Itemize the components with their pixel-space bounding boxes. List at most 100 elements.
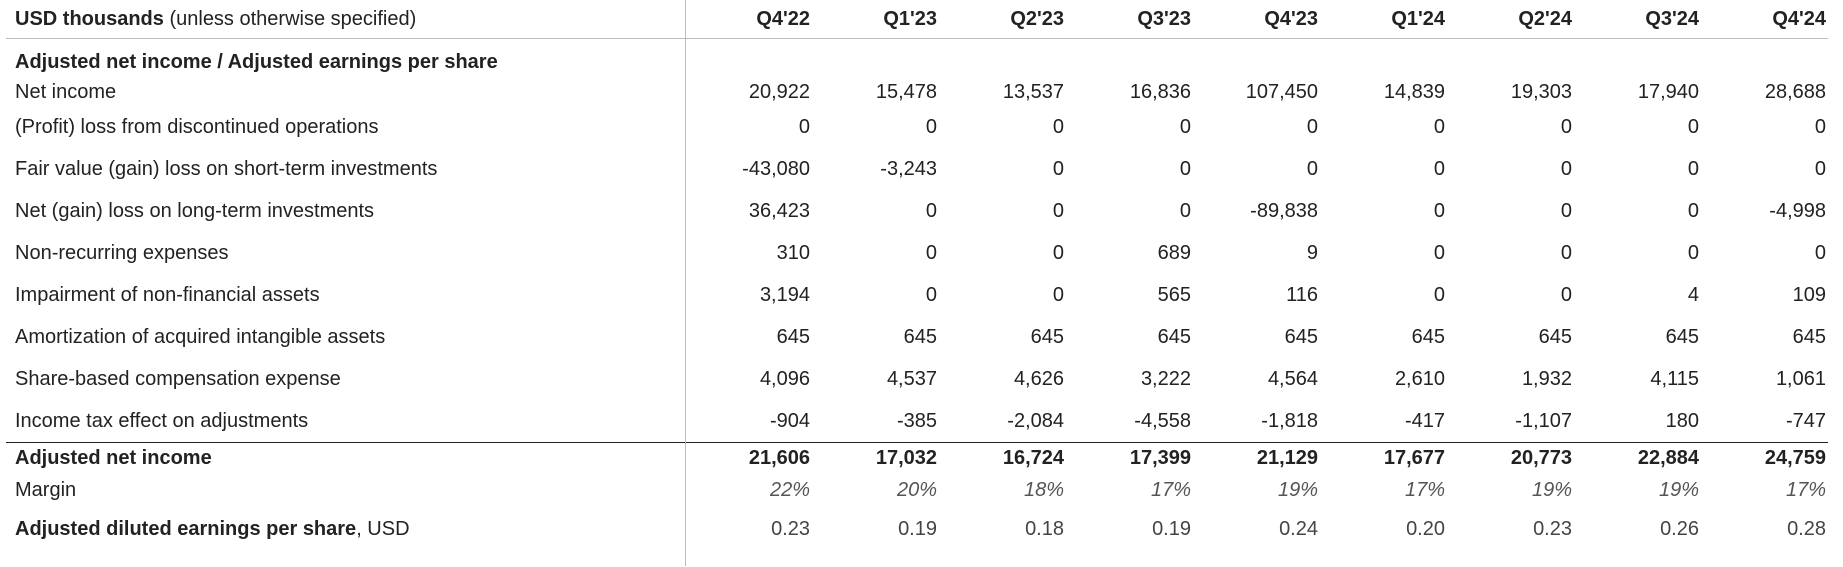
adjusted-net-income-table: USD thousands (unless otherwise specifie… — [6, 0, 1828, 566]
value-cell: 116 — [1286, 283, 1318, 306]
value-cell: 565 — [1157, 283, 1191, 306]
row-label: Income tax effect on adjustments — [6, 400, 686, 443]
section-title-text: Adjusted net income / Adjusted earnings … — [15, 51, 498, 73]
value-cell: 0 — [1814, 115, 1826, 138]
value-cell: 109 — [1792, 283, 1826, 306]
value-cell: 19% — [1531, 478, 1572, 501]
row-label: (Profit) loss from discontinued operatio… — [6, 106, 686, 148]
value-cell: 0 — [925, 115, 937, 138]
value-cell: 4,564 — [1267, 367, 1318, 390]
value-cell: 3,194 — [759, 283, 810, 306]
table-row: Income tax effect on adjustments -904 -385… — [6, 400, 1828, 443]
eps-label: Adjusted diluted earnings per share — [15, 517, 357, 540]
value-cell: 645 — [1284, 325, 1318, 348]
value-cell: 36,423 — [748, 199, 810, 222]
value-cell: 21,606 — [685, 442, 812, 474]
row-label: Amortization of acquired intangible asse… — [6, 316, 686, 358]
value-cell: 17% — [1785, 478, 1826, 501]
value-cell: 0 — [925, 241, 937, 264]
value-cell: 0 — [1179, 199, 1191, 222]
value-cell: 107,450 — [1245, 80, 1318, 103]
table-row: Amortization of acquired intangible asse… — [6, 316, 1828, 358]
value-cell: 19,303 — [1510, 80, 1572, 103]
value-cell: 0 — [1814, 241, 1826, 264]
value-cell: -1,818 — [1261, 409, 1318, 432]
value-cell: -904 — [769, 409, 810, 432]
section-title-row: Adjusted net income / Adjusted earnings … — [6, 38, 1828, 78]
value-cell: 0.23 — [771, 517, 810, 540]
spacer-row — [6, 552, 1828, 566]
value-cell: 24,759 — [1701, 442, 1828, 474]
table-row: Non-recurring expenses 310 0 0 689 9 0 0 0 0 — [6, 232, 1828, 274]
value-cell: 645 — [1792, 325, 1826, 348]
value-cell: -1,107 — [1515, 409, 1572, 432]
value-cell: 17,032 — [812, 442, 939, 474]
table-row: Fair value (gain) loss on short-term inv… — [6, 148, 1828, 190]
value-cell: 14,839 — [1383, 80, 1445, 103]
value-cell: 20% — [896, 478, 937, 501]
row-label: Margin — [6, 474, 686, 506]
value-cell: -747 — [1785, 409, 1826, 432]
value-cell: 645 — [776, 325, 810, 348]
value-cell: 3,222 — [1140, 367, 1191, 390]
margin-row: Margin 22% 20% 18% 17% 19% 17% 19% 19% 17% — [6, 474, 1828, 506]
value-cell: 0 — [1433, 283, 1445, 306]
value-cell: 4,626 — [1013, 367, 1064, 390]
value-cell: 0 — [1687, 199, 1699, 222]
value-cell: 1,061 — [1775, 367, 1826, 390]
value-cell: 0 — [1052, 199, 1064, 222]
value-cell: 0 — [1179, 115, 1191, 138]
value-cell: 0.18 — [1025, 517, 1064, 540]
value-cell: 0 — [1560, 115, 1572, 138]
row-label: Adjusted net income — [6, 442, 686, 474]
value-cell: 645 — [1030, 325, 1064, 348]
value-cell: 0 — [925, 199, 937, 222]
value-cell: 16,836 — [1129, 80, 1191, 103]
value-cell: 310 — [776, 241, 810, 264]
value-cell: 21,129 — [1193, 442, 1320, 474]
value-cell: -385 — [896, 409, 937, 432]
row-label: Non-recurring expenses — [6, 232, 686, 274]
value-cell: -4,998 — [1769, 199, 1826, 222]
unit-label: USD thousands — [15, 7, 164, 30]
value-cell: 0 — [1560, 157, 1572, 180]
value-cell: 17% — [1404, 478, 1445, 501]
value-cell: 0.19 — [1152, 517, 1191, 540]
value-cell: 4,096 — [759, 367, 810, 390]
value-cell: 17,677 — [1320, 442, 1447, 474]
value-cell: 0 — [1814, 157, 1826, 180]
row-label: Share-based compensation expense — [6, 358, 686, 400]
value-cell: 0 — [1560, 241, 1572, 264]
eps-unit: , USD — [356, 517, 410, 540]
value-cell: 13,537 — [1002, 80, 1064, 103]
value-cell: 645 — [903, 325, 937, 348]
quarter-header: Q3'24 — [1574, 0, 1701, 39]
value-cell: 0 — [1179, 157, 1191, 180]
value-cell: 0.24 — [1279, 517, 1318, 540]
unit-note: (unless otherwise specified) — [163, 7, 417, 30]
value-cell: 645 — [1157, 325, 1191, 348]
value-cell: 0 — [925, 283, 937, 306]
value-cell: 0 — [1433, 157, 1445, 180]
value-cell: 0.26 — [1660, 517, 1699, 540]
quarter-header: Q1'24 — [1320, 0, 1447, 39]
value-cell: 2,610 — [1394, 367, 1445, 390]
value-cell: 4,115 — [1650, 367, 1699, 390]
table-row: Net (gain) loss on long-term investments… — [6, 190, 1828, 232]
quarter-header: Q2'24 — [1447, 0, 1574, 39]
value-cell: 0 — [1306, 157, 1318, 180]
value-cell: 0 — [1052, 157, 1064, 180]
value-cell: 0 — [1052, 283, 1064, 306]
value-cell: -89,838 — [1250, 199, 1318, 222]
quarter-header: Q2'23 — [939, 0, 1066, 39]
quarter-header: Q4'24 — [1701, 0, 1828, 39]
value-cell: 17,399 — [1066, 442, 1193, 474]
table-row: Impairment of non-financial assets 3,194 0… — [6, 274, 1828, 316]
value-cell: 0 — [1052, 241, 1064, 264]
row-label: Fair value (gain) loss on short-term inv… — [6, 148, 686, 190]
value-cell: 0 — [1687, 241, 1699, 264]
value-cell: 22,884 — [1574, 442, 1701, 474]
section-title: Adjusted net income / Adjusted earnings … — [6, 38, 686, 78]
value-cell: 4,537 — [886, 367, 937, 390]
value-cell: 0 — [1433, 241, 1445, 264]
